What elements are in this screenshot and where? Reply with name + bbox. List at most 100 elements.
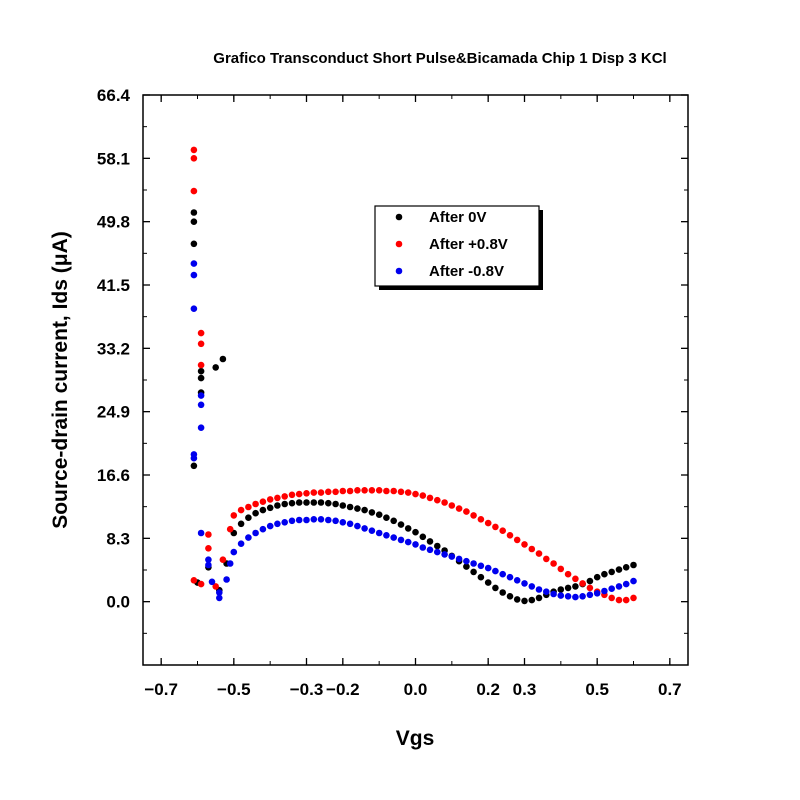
data-point	[572, 575, 579, 583]
chart-title: Grafico Transconduct Short Pulse&Bicamad…	[213, 50, 666, 67]
data-point	[499, 589, 507, 596]
data-point	[593, 573, 601, 581]
data-point	[492, 523, 499, 531]
legend-label-plus-0-8v: After +0.8V	[429, 236, 508, 253]
data-point	[237, 520, 245, 528]
data-point	[190, 305, 198, 313]
data-point	[535, 594, 543, 602]
data-point	[390, 517, 398, 525]
data-point	[426, 494, 434, 502]
x-tick-label: 0.2	[476, 680, 500, 699]
data-point	[390, 487, 398, 495]
data-point	[470, 568, 477, 576]
data-point	[190, 260, 198, 267]
data-point	[412, 528, 419, 536]
data-point	[310, 499, 318, 506]
data-point	[354, 487, 361, 494]
data-point	[550, 560, 557, 567]
data-point	[521, 597, 528, 605]
legend: After 0V After +0.8V After -0.8V	[374, 205, 543, 290]
data-point	[197, 329, 205, 337]
data-point	[245, 503, 252, 511]
data-point	[404, 538, 412, 546]
data-point	[550, 590, 557, 598]
data-point	[528, 596, 536, 604]
data-point	[484, 564, 492, 572]
y-tick-label: 49.8	[97, 213, 130, 232]
data-point	[237, 540, 245, 547]
data-point	[608, 568, 615, 576]
y-axis-label: Source-drain current, Ids (μA)	[49, 231, 72, 529]
data-point	[477, 516, 485, 523]
data-point	[412, 541, 419, 548]
data-point	[521, 580, 528, 587]
data-point	[259, 506, 267, 514]
data-point	[295, 499, 303, 506]
data-point	[317, 489, 325, 496]
data-point	[630, 577, 637, 585]
data-point	[230, 512, 238, 519]
data-point	[528, 545, 536, 553]
data-point	[484, 579, 492, 586]
data-point	[586, 584, 594, 592]
data-point	[332, 517, 339, 525]
legend-marker-minus-0-8v	[395, 267, 403, 275]
data-point	[622, 580, 630, 588]
data-point	[288, 491, 296, 499]
data-point	[579, 580, 586, 587]
data-point	[383, 532, 390, 539]
data-point	[535, 586, 543, 593]
data-point	[190, 577, 198, 584]
data-point	[622, 596, 630, 604]
data-point	[492, 584, 499, 592]
data-point	[397, 488, 405, 496]
data-point	[492, 567, 499, 575]
data-point	[499, 570, 507, 578]
data-point	[226, 560, 234, 567]
data-point	[219, 355, 227, 363]
data-point	[197, 580, 205, 588]
data-point	[226, 525, 234, 533]
data-point	[346, 503, 354, 511]
data-point	[412, 490, 419, 498]
data-point	[205, 531, 212, 538]
data-point	[252, 529, 259, 537]
data-point	[197, 529, 205, 537]
data-point	[266, 496, 274, 503]
x-tick-label: −0.2	[326, 680, 360, 699]
series-2	[190, 260, 637, 602]
data-point	[223, 576, 230, 583]
data-point	[197, 367, 205, 375]
y-tick-label: 58.1	[97, 149, 130, 168]
data-point	[205, 556, 212, 563]
data-point	[557, 592, 565, 599]
data-point	[455, 505, 463, 512]
data-point	[601, 570, 608, 578]
data-point	[434, 496, 441, 504]
data-point	[303, 499, 310, 506]
data-point	[375, 487, 383, 494]
data-point	[455, 555, 463, 563]
data-point	[190, 462, 198, 470]
data-point	[197, 401, 205, 409]
data-point	[361, 506, 368, 514]
data-point	[441, 499, 448, 506]
legend-marker-plus-0-8v	[395, 240, 403, 248]
data-point	[477, 562, 485, 570]
data-points	[190, 146, 637, 605]
data-point	[383, 487, 390, 495]
data-point	[288, 517, 296, 525]
data-point	[434, 542, 441, 550]
x-tick-label: 0.5	[585, 680, 609, 699]
data-point	[332, 500, 339, 508]
data-point	[448, 502, 456, 509]
data-point	[190, 240, 198, 248]
data-point	[426, 546, 434, 554]
data-point	[477, 573, 485, 581]
data-point	[339, 487, 347, 495]
data-point	[325, 499, 332, 507]
data-point	[332, 488, 339, 496]
data-point	[281, 493, 289, 500]
data-point	[463, 508, 470, 515]
